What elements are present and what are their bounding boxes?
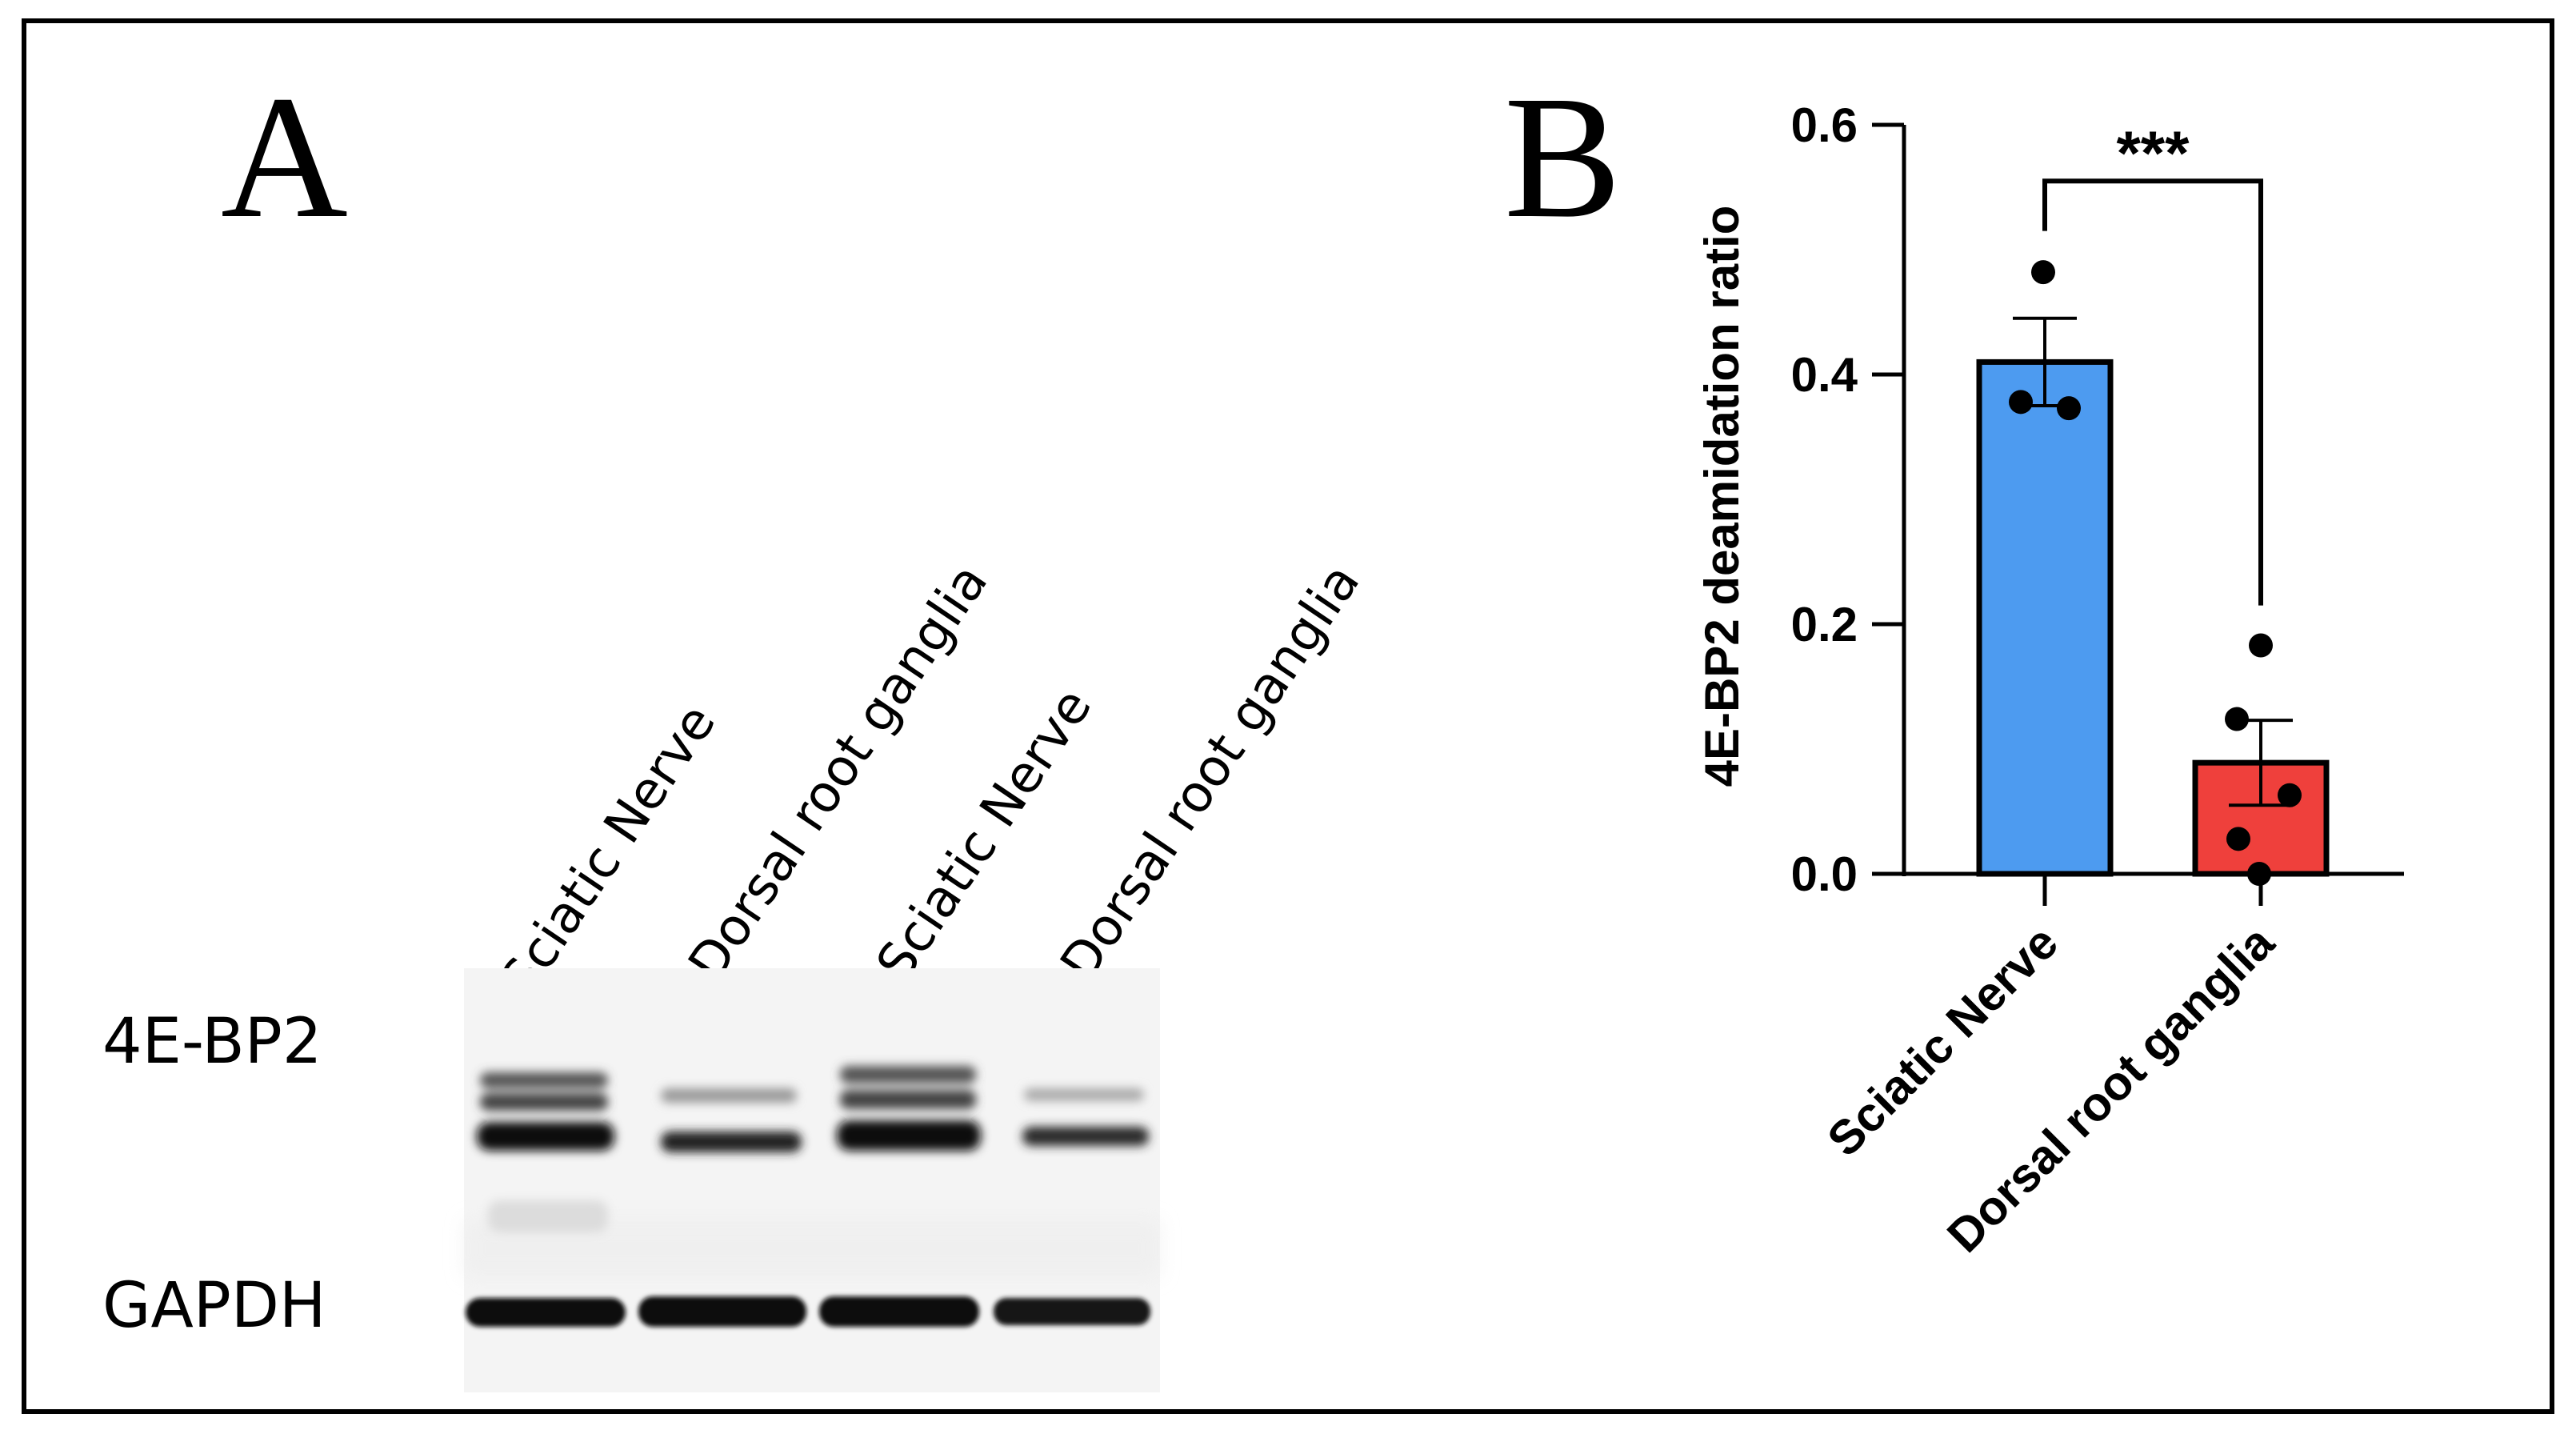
band-sn2-mid [840,1090,976,1109]
gapdh-bands [466,1296,1150,1327]
blot-label-gapdh: GAPDH [102,1270,326,1342]
bar-chart: 4E-BP2 deamidation ratio 0.0 0.2 0.4 0.6 Sci… [1695,98,2404,1263]
data-point-1-3 [2057,396,2081,421]
band-gapdh-1 [466,1298,626,1327]
band-drg1-top [661,1088,797,1103]
y-tick-label-1: 0.0 [1791,847,1858,901]
band-gapdh-4 [994,1298,1150,1325]
band-drg2-top [1024,1088,1144,1101]
band-sn1-main [477,1122,614,1151]
bar-1 [1976,358,2114,877]
panel-b-letter: B [1504,59,1622,254]
band-faint-lower [488,1200,608,1232]
x-tick-label-1: Sciatic Nerve [1817,915,2068,1167]
band-drg2-main [1022,1127,1149,1146]
data-point-2-5 [2247,862,2271,886]
band-sn2-top [840,1066,976,1084]
y-tick-label-3: 0.4 [1791,348,1858,402]
band-gapdh-2 [638,1296,806,1327]
data-point-1-1 [2031,260,2055,285]
lane-label-4: Dorsal root ganglia [1050,554,1371,991]
data-point-2-3 [2278,783,2302,807]
significance-stars: *** [2116,118,2190,188]
data-point-2-1 [2249,633,2273,658]
y-axis-title: 4E-BP2 deamidation ratio [1695,206,1749,787]
figure-border [22,18,2554,1414]
data-point-1-2 [2009,390,2033,415]
y-tick-label-4: 0.6 [1791,98,1858,152]
data-point-2-4 [2226,827,2250,851]
blot-label-4ebp2: 4E-BP2 [102,1006,322,1078]
band-gapdh-3 [819,1296,979,1327]
band-sn2-main [837,1120,981,1151]
4ebp2-bands [477,1066,1149,1232]
western-blot-image [464,968,1160,1392]
band-sn1-top [480,1072,608,1088]
blot-membrane [464,968,1160,1392]
data-point-2-2 [2225,707,2249,731]
band-drg1-main [661,1132,802,1152]
lane-labels: Sciatic Nerve Dorsal root ganglia Sciati… [490,554,1371,1007]
band-sn1-mid [480,1093,608,1111]
panel-a-letter: A [221,59,348,254]
significance-bracket [2042,178,2263,606]
y-tick-label-2: 0.2 [1791,598,1858,651]
